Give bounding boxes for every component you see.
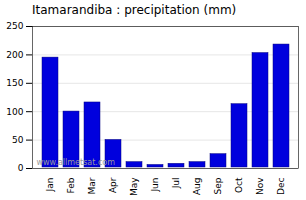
svg-text:Jan: Jan <box>45 178 55 193</box>
svg-text:Mar: Mar <box>87 177 97 194</box>
svg-text:200: 200 <box>6 50 23 60</box>
svg-text:100: 100 <box>6 107 23 117</box>
svg-text:Apr: Apr <box>108 177 118 193</box>
html-text:Itamarandiba : precipitation (: Itamarandiba : precipitation (mm) <box>32 3 237 17</box>
svg-text:www.allmetsat.com: www.allmetsat.com <box>37 158 116 167</box>
svg-text:Jul: Jul <box>171 178 181 190</box>
svg-text:Oct: Oct <box>234 177 244 193</box>
svg-text:0: 0 <box>18 163 24 173</box>
svg-text:Aug: Aug <box>192 178 202 196</box>
svg-text:150: 150 <box>6 78 23 88</box>
svg-text:250: 250 <box>6 21 23 31</box>
svg-text:Sep: Sep <box>213 177 223 194</box>
svg-text:Feb: Feb <box>66 177 76 193</box>
svg-text:Dec: Dec <box>276 177 286 194</box>
svg-text:May: May <box>129 177 139 196</box>
svg-text:Nov: Nov <box>255 177 265 195</box>
svg-text:50: 50 <box>12 135 24 145</box>
svg-text:Jun: Jun <box>150 178 160 193</box>
